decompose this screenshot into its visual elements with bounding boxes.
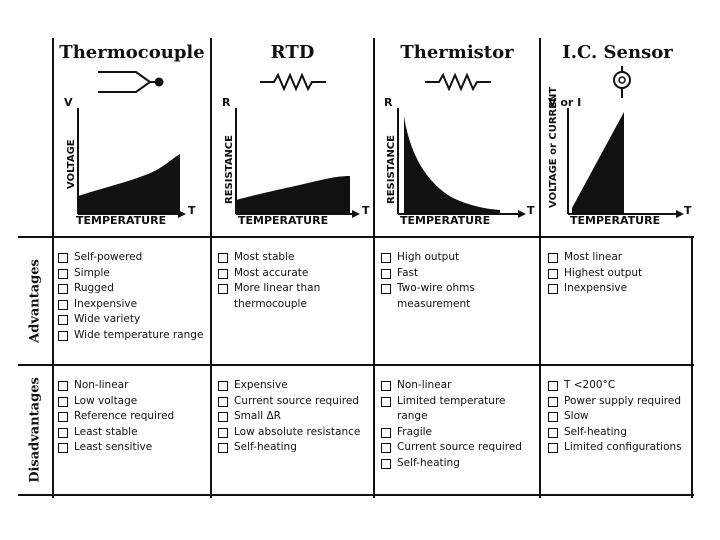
list-item: Simple — [58, 266, 206, 282]
list-item: T <200°C — [548, 378, 692, 394]
list-item: Highest output — [548, 266, 692, 282]
list-item: Rugged — [58, 281, 206, 297]
sensor-comparison-table: Advantages Disadvantages Thermocouple V … — [18, 38, 694, 498]
x-axis-label: TEMPERATURE — [400, 214, 491, 227]
list-item: Least stable — [58, 425, 206, 441]
list-item: Fragile — [381, 425, 536, 441]
list-item: Inexpensive — [548, 281, 692, 297]
list-item: Limited configurations — [548, 440, 692, 456]
column-divider-2 — [373, 38, 375, 498]
list-item: Power supply required — [548, 394, 692, 410]
ic-sensor-icon — [613, 66, 631, 98]
row-divider — [18, 364, 694, 366]
list-item: High output — [381, 250, 536, 266]
column-divider-3 — [539, 38, 541, 498]
list-item: Non-linear — [58, 378, 206, 394]
advantages-row-label: Advantages — [27, 259, 43, 343]
list-item: Most linear — [548, 250, 692, 266]
header-divider — [18, 236, 694, 238]
list-item: Inexpensive — [58, 297, 206, 313]
x-axis-end-label: T — [362, 204, 370, 217]
list-item: Non-linear — [381, 378, 536, 394]
column-divider-1 — [210, 38, 212, 498]
bottom-border — [18, 494, 694, 496]
list-item: Low voltage — [58, 394, 206, 410]
y-axis-top-label: R — [384, 96, 393, 109]
list-item: Self-powered — [58, 250, 206, 266]
ic-sensor-title: I.C. Sensor — [562, 42, 673, 63]
list-item: Fast — [381, 266, 536, 282]
list-item: Least sensitive — [58, 440, 206, 456]
thermocouple-graph: V VOLTAGE TEMPERATURE T — [58, 96, 208, 238]
ic-sensor-graph: V or I VOLTAGE or CURRENT TEMPERATURE T — [544, 87, 692, 238]
thermistor-graph: R RESISTANCE TEMPERATURE T — [378, 96, 536, 238]
list-item: Reference required — [58, 409, 206, 425]
thermocouple-title: Thermocouple — [59, 42, 205, 63]
list-item: Limited temperature range — [381, 394, 536, 425]
list-item: Current source required — [381, 440, 536, 456]
rtd-title: RTD — [270, 42, 315, 63]
x-axis-label: TEMPERATURE — [570, 214, 661, 227]
y-axis-top-label: R — [222, 96, 231, 109]
thermocouple-junction-icon — [98, 71, 164, 93]
list-item: Wide variety — [58, 312, 206, 328]
right-border — [691, 238, 693, 498]
resistor-icon — [260, 72, 326, 92]
list-item: Slow — [548, 409, 692, 425]
x-axis-end-label: T — [188, 204, 196, 217]
rtd-graph: R RESISTANCE TEMPERATURE T — [216, 96, 371, 238]
list-item: More linear than thermocouple — [218, 281, 368, 312]
list-item: Small ΔR — [218, 409, 368, 425]
list-item: Wide temperature range — [58, 328, 206, 344]
thermocouple-advantages-list: Self-powered Simple Rugged Inexpensive W… — [58, 250, 206, 343]
y-axis-top-label: V or I — [548, 96, 582, 109]
x-axis-end-label: T — [527, 204, 535, 217]
disadvantages-row-label: Disadvantages — [27, 377, 43, 483]
x-axis-label: TEMPERATURE — [238, 214, 329, 227]
thermocouple-disadvantages-list: Non-linear Low voltage Reference require… — [58, 378, 206, 456]
list-item: Low absolute resistance — [218, 425, 368, 441]
list-item: Self-heating — [381, 456, 536, 472]
y-axis-top-label: V — [64, 96, 73, 109]
x-axis-label: TEMPERATURE — [76, 214, 167, 227]
rtd-advantages-list: Most stable Most accurate More linear th… — [218, 250, 368, 312]
list-item: Most stable — [218, 250, 368, 266]
x-axis-end-label: T — [684, 204, 692, 217]
list-item: Self-heating — [548, 425, 692, 441]
ic-sensor-advantages-list: Most linear Highest output Inexpensive — [548, 250, 692, 297]
rtd-disadvantages-list: Expensive Current source required Small … — [218, 378, 368, 456]
left-divider — [52, 38, 54, 498]
thermistor-title: Thermistor — [400, 42, 514, 63]
list-item: Expensive — [218, 378, 368, 394]
list-item: Two-wire ohms measurement — [381, 281, 536, 312]
list-item: Current source required — [218, 394, 368, 410]
list-item: Self-heating — [218, 440, 368, 456]
thermistor-disadvantages-list: Non-linear Limited temperature range Fra… — [381, 378, 536, 471]
list-item: Most accurate — [218, 266, 368, 282]
thermistor-advantages-list: High output Fast Two-wire ohms measureme… — [381, 250, 536, 312]
resistor-icon — [425, 72, 491, 92]
ic-sensor-disadvantages-list: T <200°C Power supply required Slow Self… — [548, 378, 692, 456]
